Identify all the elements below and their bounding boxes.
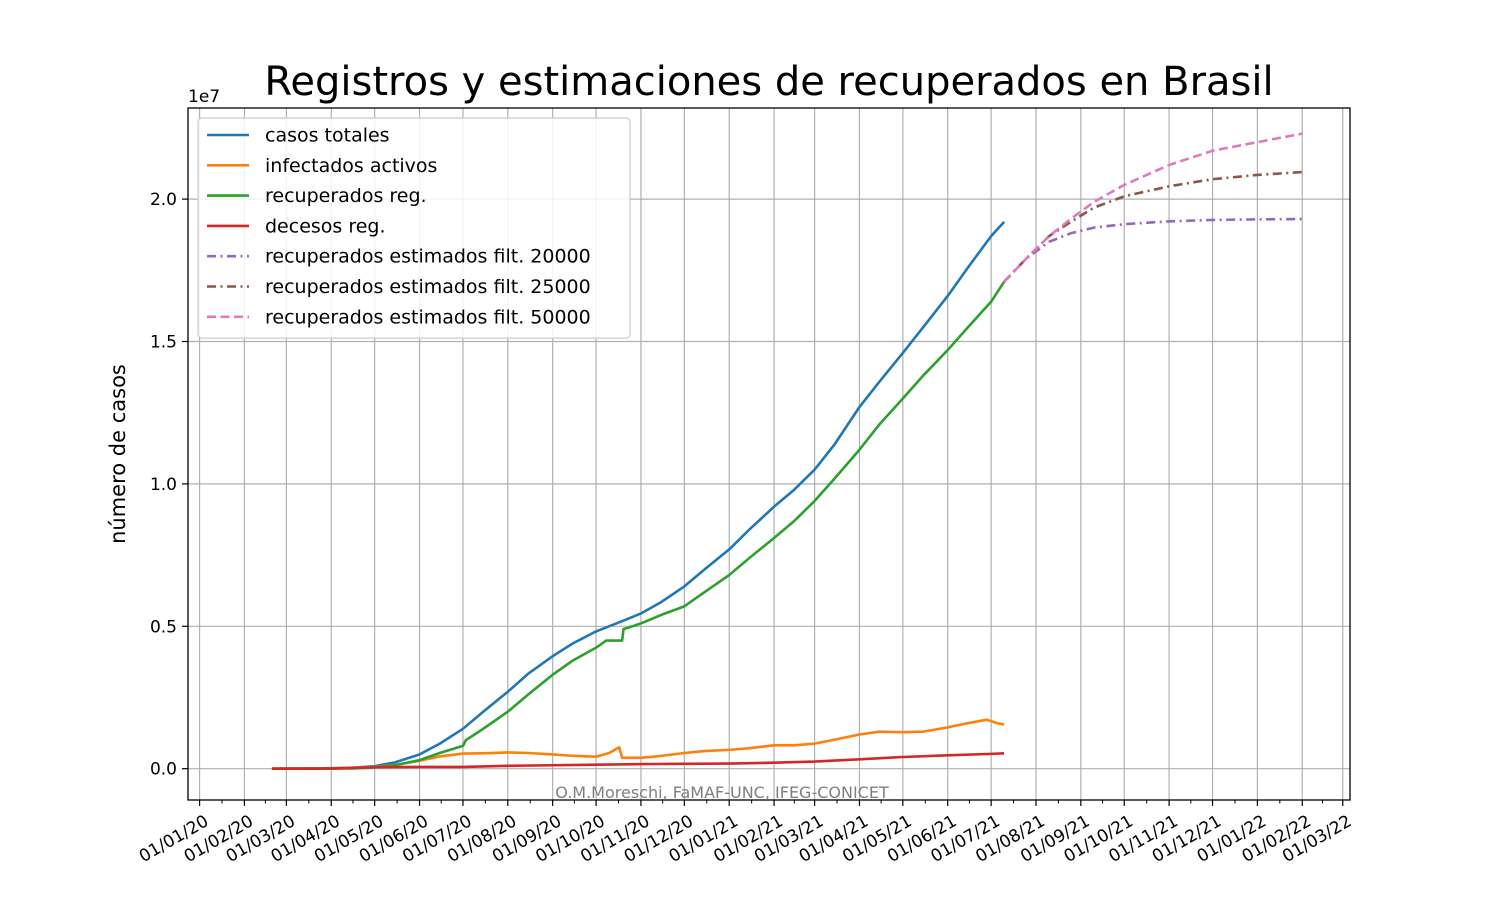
y-tick-label: 0.5 [150,617,177,637]
y-tick-label: 1.5 [150,333,177,353]
legend-entry-1: infectados activos [265,155,437,177]
legend-entry-6: recuperados estimados filt. 50000 [265,306,591,328]
y-scale-note: 1e7 [188,87,220,107]
y-tick-label: 2.0 [150,190,177,210]
series-line-0 [271,221,1006,770]
y-tick-label: 1.0 [150,475,177,495]
plot-frame [187,107,1351,801]
series-line-2 [271,280,1006,770]
legend-box [197,117,631,339]
series-line-1 [271,718,1005,770]
legend: casos totales infectados activos recuperad… [197,117,631,339]
series-lines [271,132,1303,770]
chart-title: Registros y estimaciones de recuperados … [264,59,1273,105]
y-axis: 0.0 0.5 1.0 1.5 2.0 [150,190,188,780]
y-axis-label: número de casos [106,364,130,544]
y-tick-label: 0.0 [150,760,177,780]
series-line-4 [1003,217,1303,283]
series-line-3 [271,752,1005,770]
credit-text: O.M.Moreschi, FaMAF-UNC, IFEG-CONICET [555,783,889,802]
legend-entry-3: decesos reg. [265,215,386,237]
legend-entry-4: recuperados estimados filt. 20000 [265,246,591,268]
legend-entry-5: recuperados estimados filt. 25000 [265,276,591,298]
series-line-6 [1003,132,1303,283]
legend-entry-0: casos totales [265,125,390,147]
legend-entry-2: recuperados reg. [265,185,427,207]
